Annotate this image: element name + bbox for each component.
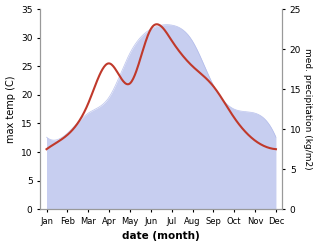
- Y-axis label: max temp (C): max temp (C): [5, 75, 16, 143]
- Y-axis label: med. precipitation (kg/m2): med. precipitation (kg/m2): [303, 48, 313, 170]
- X-axis label: date (month): date (month): [122, 231, 200, 242]
